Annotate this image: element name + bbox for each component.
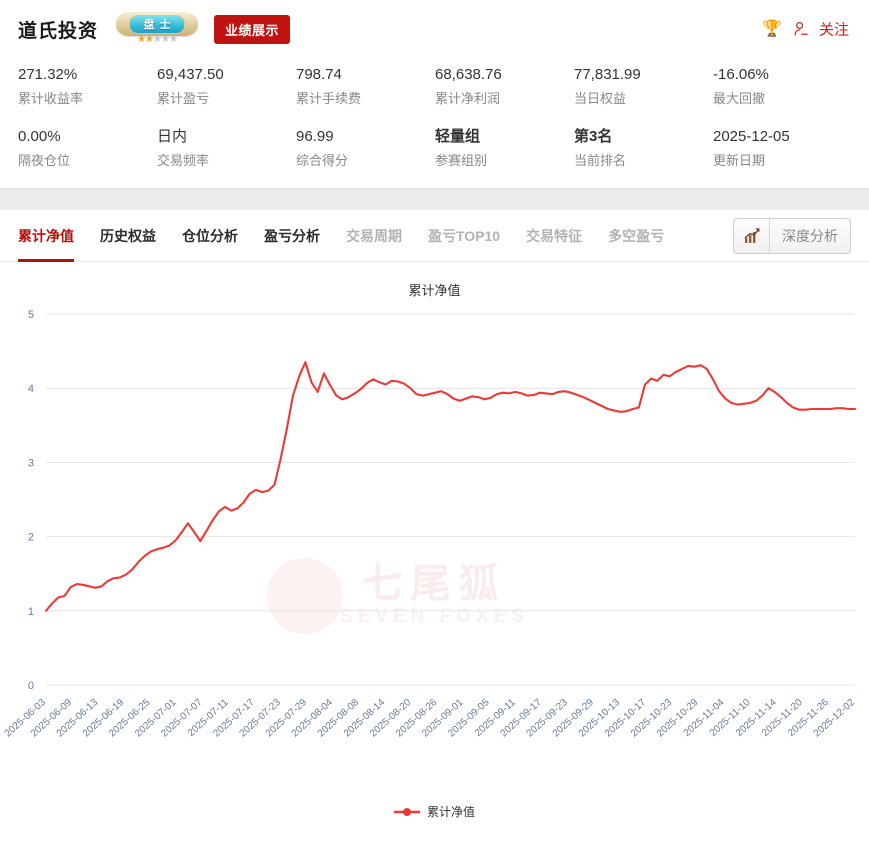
stat-label: 交易频率 bbox=[157, 153, 210, 168]
stat-label: 累计盈亏 bbox=[157, 91, 210, 106]
chart-y-axis: 0 1 2 3 4 5 bbox=[28, 309, 34, 692]
page-header: 道氏投资 盘 士 ★★★★★ 业绩展示 🏆 关注 bbox=[0, 0, 869, 58]
stat-cumulative-net-profit: 68,638.76 累计净利润 bbox=[435, 64, 574, 110]
performance-display-button[interactable]: 业绩展示 bbox=[214, 14, 291, 44]
person-icon[interactable] bbox=[793, 22, 808, 37]
badge-text-right: 士 bbox=[159, 19, 171, 31]
stat-update-date: 2025-12-05 更新日期 bbox=[713, 126, 852, 172]
stat-value: 0.00% bbox=[18, 128, 61, 145]
stat-max-drawdown: -16.06% 最大回撤 bbox=[713, 64, 852, 110]
trophy-icon[interactable]: 🏆 bbox=[762, 20, 782, 37]
stat-composite-score: 96.99 综合得分 bbox=[296, 126, 435, 172]
stat-value: 69,437.50 bbox=[157, 66, 224, 83]
stat-cumulative-pnl: 69,437.50 累计盈亏 bbox=[157, 64, 296, 110]
stat-label: 当前排名 bbox=[574, 153, 627, 168]
tab-pnl-analysis[interactable]: 盈亏分析 bbox=[264, 227, 320, 244]
tab-bar: 累计净值 历史权益 仓位分析 盈亏分析 交易周期 盈亏TOP10 交易特征 多空… bbox=[0, 210, 869, 262]
stat-daily-equity: 77,831.99 当日权益 bbox=[574, 64, 713, 110]
stat-label: 隔夜仓位 bbox=[18, 153, 71, 168]
chart-up-icon bbox=[734, 218, 770, 253]
badge-core: 盘 士 bbox=[129, 14, 186, 34]
badge-star-rating: ★★★★★ bbox=[137, 34, 178, 45]
rank-badge: 盘 士 ★★★★★ bbox=[116, 12, 199, 46]
stat-value: 798.74 bbox=[296, 66, 342, 83]
chart-series-line bbox=[44, 361, 857, 612]
tab-long-short-pnl[interactable]: 多空盈亏 bbox=[608, 227, 665, 244]
stat-value: 第3名 bbox=[574, 128, 613, 145]
stat-overnight-position: 0.00% 隔夜仓位 bbox=[18, 126, 157, 172]
page-title: 道氏投资 bbox=[18, 20, 99, 42]
chart-gridlines bbox=[46, 313, 855, 686]
stat-value: 2025-12-05 bbox=[713, 128, 790, 145]
badge-text-left: 盘 bbox=[143, 19, 155, 31]
stat-group: 轻量组 参赛组别 bbox=[435, 126, 574, 172]
stats-panel: 271.32% 累计收益率 69,437.50 累计盈亏 798.74 累计手续… bbox=[0, 58, 869, 172]
stat-label: 累计手续费 bbox=[296, 91, 362, 106]
star-empty-icon: ★★★ bbox=[153, 34, 178, 45]
star-filled-icon: ★★ bbox=[137, 34, 154, 45]
stat-label: 最大回撤 bbox=[713, 91, 766, 106]
tab-trade-features[interactable]: 交易特征 bbox=[526, 227, 583, 244]
svg-text:2: 2 bbox=[28, 532, 34, 544]
tab-cumulative-nav[interactable]: 累计净值 bbox=[18, 210, 74, 262]
stat-label: 更新日期 bbox=[713, 153, 766, 168]
stat-trade-frequency: 日内 交易频率 bbox=[157, 126, 296, 172]
header-actions: 🏆 关注 bbox=[762, 19, 849, 40]
tab-historical-equity[interactable]: 历史权益 bbox=[100, 227, 156, 244]
stat-label: 累计收益率 bbox=[18, 91, 84, 106]
deep-analysis-label: 深度分析 bbox=[782, 227, 838, 244]
legend-marker-icon bbox=[393, 807, 420, 816]
stats-row-2: 0.00% 隔夜仓位 日内 交易频率 96.99 综合得分 轻量组 参赛组别 第… bbox=[18, 126, 851, 172]
stat-label: 参赛组别 bbox=[435, 153, 488, 168]
svg-text:1: 1 bbox=[28, 606, 34, 618]
svg-text:4: 4 bbox=[28, 383, 34, 395]
tab-trade-cycle[interactable]: 交易周期 bbox=[346, 227, 402, 244]
stat-value: 日内 bbox=[157, 128, 188, 145]
chart-legend[interactable]: 累计净值 bbox=[0, 803, 869, 820]
tab-pnl-top10[interactable]: 盈亏TOP10 bbox=[428, 227, 501, 244]
stat-current-rank: 第3名 当前排名 bbox=[574, 126, 713, 172]
stat-value: 271.32% bbox=[18, 66, 78, 83]
stat-value: 68,638.76 bbox=[435, 66, 502, 83]
svg-text:3: 3 bbox=[28, 457, 34, 469]
stat-label: 当日权益 bbox=[574, 91, 627, 106]
svg-text:5: 5 bbox=[28, 309, 34, 321]
legend-label: 累计净值 bbox=[426, 805, 475, 819]
stat-value: 77,831.99 bbox=[574, 66, 641, 83]
line-chart: 0 1 2 3 4 5 2025-06-032025-06-092025-06-13202… bbox=[3, 309, 858, 740]
deep-analysis-button[interactable]: 深度分析 bbox=[733, 217, 851, 254]
chart-title: 累计净值 bbox=[408, 283, 461, 298]
chart-x-axis: 2025-06-032025-06-092025-06-132025-06-19… bbox=[3, 697, 858, 740]
section-divider bbox=[0, 188, 869, 210]
stat-value: 轻量组 bbox=[435, 128, 481, 145]
svg-text:0: 0 bbox=[28, 680, 34, 692]
stat-value: -16.06% bbox=[713, 66, 769, 83]
stat-cumulative-return: 271.32% 累计收益率 bbox=[18, 64, 157, 110]
watermark-fox-icon bbox=[266, 558, 343, 634]
stat-cumulative-fees: 798.74 累计手续费 bbox=[296, 64, 435, 110]
stat-label: 累计净利润 bbox=[435, 91, 501, 106]
stat-value: 96.99 bbox=[296, 128, 334, 145]
tab-position-analysis[interactable]: 仓位分析 bbox=[182, 227, 238, 244]
stats-row-1: 271.32% 累计收益率 69,437.50 累计盈亏 798.74 累计手续… bbox=[18, 64, 851, 110]
badge-wing: 盘 士 bbox=[116, 12, 199, 36]
stat-label: 综合得分 bbox=[296, 153, 349, 168]
follow-button[interactable]: 关注 bbox=[818, 21, 849, 39]
